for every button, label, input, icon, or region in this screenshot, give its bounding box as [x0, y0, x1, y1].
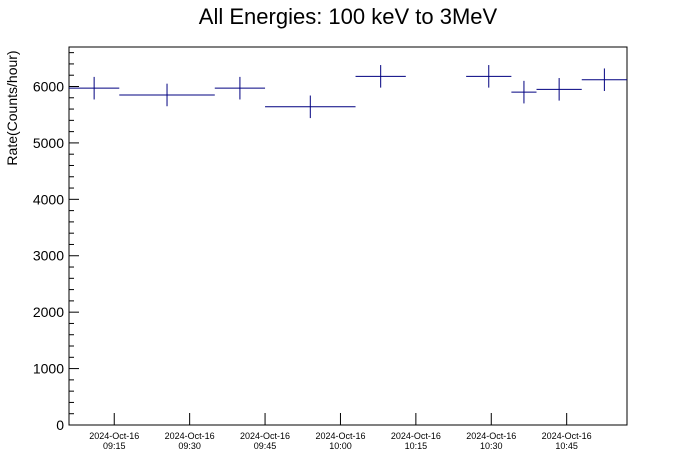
x-tick-date: 2024-Oct-16: [391, 431, 441, 441]
data-series: [69, 65, 627, 119]
x-tick-time: 09:45: [254, 441, 277, 451]
x-tick-date: 2024-Oct-16: [542, 431, 592, 441]
data-point: [511, 80, 537, 104]
data-point: [355, 65, 406, 88]
x-tick-time: 10:30: [480, 441, 503, 451]
y-tick-label: 4000: [33, 191, 64, 207]
x-tick-time: 10:15: [405, 441, 428, 451]
x-tick-time: 10:00: [329, 441, 352, 451]
y-tick-label: 2000: [33, 304, 64, 320]
chart-title: All Energies: 100 keV to 3MeV: [199, 4, 498, 29]
y-axis-label: Rate(Counts/hour): [4, 50, 20, 165]
plot-frame: [68, 46, 628, 426]
data-point: [536, 78, 582, 101]
x-tick-date: 2024-Oct-16: [240, 431, 290, 441]
data-point: [214, 76, 266, 100]
x-tick-time: 09:30: [178, 441, 201, 451]
data-point: [581, 68, 627, 92]
y-axis: 0 1000 2000 3000 4000 5000 6000: [33, 52, 79, 433]
data-point: [466, 65, 512, 88]
x-tick-date: 2024-Oct-16: [165, 431, 215, 441]
y-tick-label: 0: [56, 417, 64, 433]
y-tick-label: 3000: [33, 248, 64, 264]
data-point: [119, 83, 215, 107]
y-tick-label: 1000: [33, 361, 64, 377]
x-tick-date: 2024-Oct-16: [466, 431, 516, 441]
data-point: [69, 76, 120, 100]
y-tick-label: 5000: [33, 135, 64, 151]
y-tick-label: 6000: [33, 78, 64, 94]
x-axis: 2024-Oct-1609:152024-Oct-1609:302024-Oct…: [89, 413, 592, 451]
x-tick-time: 09:15: [103, 441, 126, 451]
x-tick-date: 2024-Oct-16: [315, 431, 365, 441]
x-tick-time: 10:45: [555, 441, 578, 451]
x-tick-date: 2024-Oct-16: [89, 431, 139, 441]
data-point: [265, 95, 356, 119]
